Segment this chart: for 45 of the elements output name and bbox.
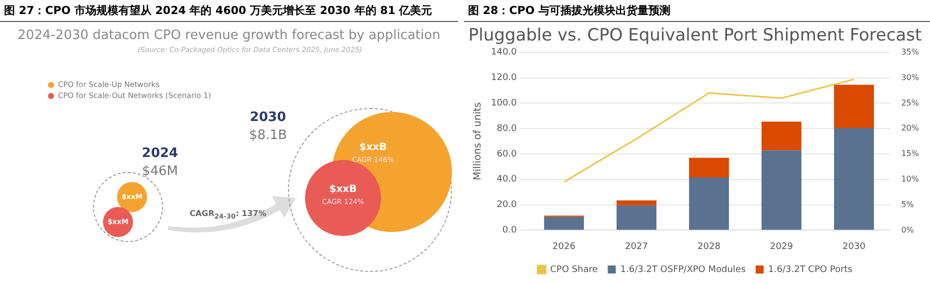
y-tick-label: 40.0 bbox=[496, 174, 518, 185]
y2-tick-label: 30% bbox=[901, 72, 920, 82]
y-tick-label: 0.0 bbox=[502, 226, 518, 236]
y-tick-label: 140.0 bbox=[491, 48, 518, 58]
y-tick-label: 80.0 bbox=[496, 124, 518, 134]
legend-label: 1.6/3.2T CPO Ports bbox=[768, 264, 853, 275]
chart-subtitle: Pluggable vs. CPO Equivalent Port Shipment Forecast bbox=[468, 26, 922, 46]
bar bbox=[689, 158, 729, 178]
bar bbox=[834, 84, 874, 128]
y-tick-label: 20.0 bbox=[496, 200, 518, 210]
x-tick-label: 2026 bbox=[552, 242, 576, 252]
y2-tick-label: 20% bbox=[901, 124, 920, 133]
y2-tick-label: 5% bbox=[901, 200, 914, 209]
bar bbox=[616, 205, 656, 230]
y2-tick-label: 10% bbox=[901, 174, 920, 184]
y2-tick-label: 25% bbox=[901, 98, 920, 108]
text: $xxB bbox=[359, 142, 387, 153]
text: 2024 bbox=[140, 146, 180, 162]
text: $xxB bbox=[328, 184, 358, 195]
text: $46M bbox=[140, 164, 180, 180]
y2-tick-label: 0% bbox=[901, 225, 914, 234]
bar bbox=[762, 122, 802, 150]
x-tick-label: 2027 bbox=[625, 242, 648, 252]
bar bbox=[762, 150, 802, 230]
text: CAGR$_{24-30}$: 137% bbox=[190, 209, 266, 221]
text: 图 27：CPO 市场规模有望从 2024 年的 4600 万美元增长至 2030 年的 81 亿美元 bbox=[0, 0, 458, 22]
legend-label: 1.6/3.2T OSFP/XPO Modules bbox=[620, 264, 746, 275]
y-axis-title: Millions of units bbox=[472, 102, 484, 180]
x-tick-label: 2028 bbox=[698, 242, 721, 252]
bar bbox=[544, 216, 584, 230]
x-tick-label: 2030 bbox=[842, 242, 866, 252]
y2-tick-label: 15% bbox=[901, 149, 920, 158]
bar bbox=[689, 177, 729, 230]
y-tick-label: 100.0 bbox=[491, 98, 518, 109]
y2-tick-label: 35% bbox=[901, 47, 920, 56]
y-tick-label: 120.0 bbox=[491, 73, 518, 84]
chart-title: 图 28：CPO 与可插拔光模块出货量预测 bbox=[464, 0, 930, 22]
text: $8.1B bbox=[248, 128, 288, 144]
bar bbox=[834, 128, 874, 230]
text: 2024-2030 datacom CPO revenue growth forecast by application bbox=[16, 28, 442, 43]
y-tick-label: 60.0 bbox=[496, 149, 518, 160]
legend-label: CPO Share bbox=[550, 264, 598, 275]
bar bbox=[616, 200, 656, 206]
text: 2030 bbox=[248, 110, 288, 126]
x-tick-label: 2029 bbox=[770, 242, 794, 252]
